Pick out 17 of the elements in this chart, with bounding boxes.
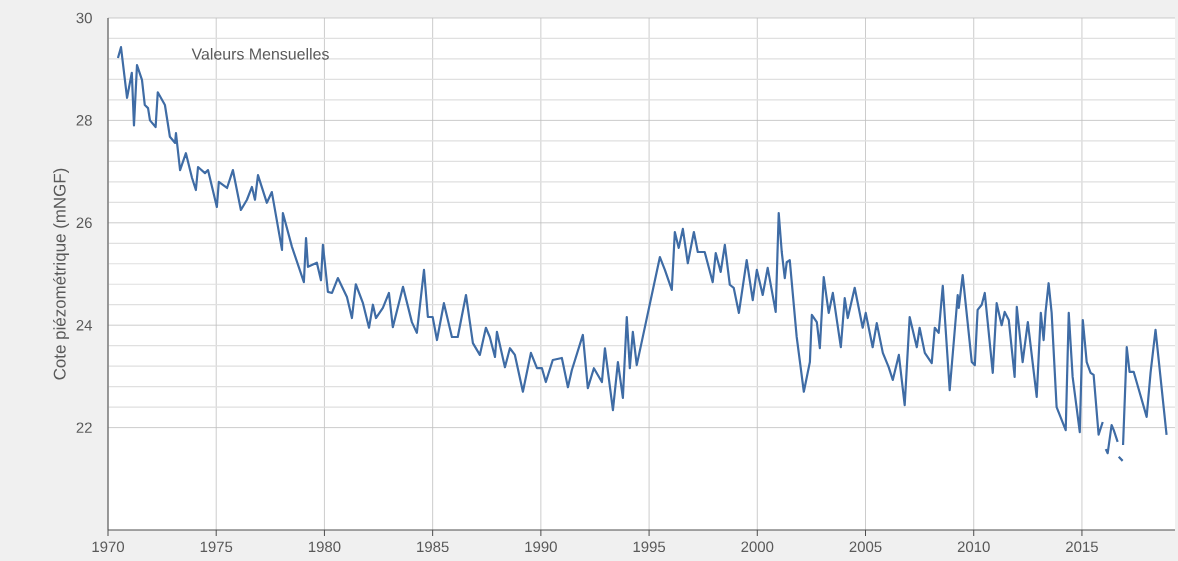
x-tick-label: 2000 — [741, 541, 774, 553]
x-tick-label: 1975 — [200, 541, 233, 553]
x-tick-label: 2010 — [957, 541, 990, 553]
y-tick-label: 22 — [76, 422, 92, 433]
x-tick-label: 1970 — [92, 541, 125, 553]
x-tick-label: 1985 — [417, 541, 449, 553]
y-tick-label: 30 — [76, 12, 92, 24]
y-tick-label: 28 — [76, 115, 92, 126]
x-tick-label: 1995 — [633, 541, 666, 553]
x-tick-label: 2015 — [1066, 541, 1098, 553]
x-tick-label: 2005 — [849, 541, 882, 553]
y-axis-title: Cote piézométrique (mNGF) — [53, 168, 70, 380]
x-tick-label: 1980 — [308, 541, 341, 553]
y-tick-label: 24 — [76, 319, 93, 331]
y-tick-label: 26 — [76, 217, 92, 229]
annotation: Valeurs Mensuelles — [191, 47, 329, 60]
x-tick-label: 1990 — [525, 541, 557, 553]
